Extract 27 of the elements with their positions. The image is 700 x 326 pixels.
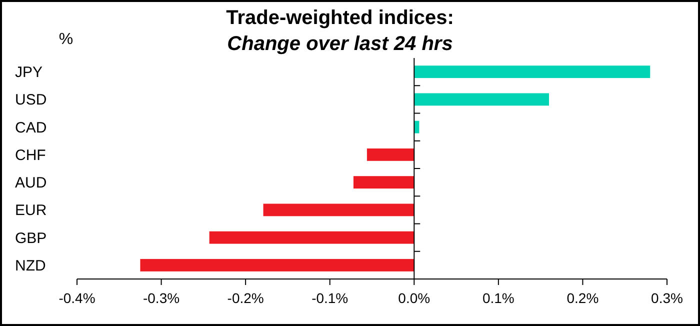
bar (140, 258, 414, 272)
bar (263, 204, 414, 216)
x-tick-label: -0.4% (58, 290, 96, 306)
y-tick-label: AUD (15, 174, 47, 192)
x-tick-label: 0.0% (398, 290, 430, 306)
chart-subtitle: Change over last 24 hrs (227, 33, 453, 55)
x-tick-label: -0.2% (227, 290, 264, 306)
y-axis-title: % (58, 31, 74, 48)
x-tick-label: 0.2% (566, 290, 599, 306)
bar (414, 66, 650, 78)
y-tick-label: USD (15, 92, 47, 109)
bar (414, 120, 420, 134)
y-tick-label: CHF (15, 146, 46, 164)
bar (209, 231, 414, 244)
y-tick-label: CAD (15, 119, 47, 136)
x-tick-label: 0.1% (482, 290, 514, 306)
y-tick-label: EUR (15, 202, 47, 220)
bar (366, 148, 414, 161)
y-tick-label: NZD (15, 257, 46, 274)
bar (414, 93, 549, 106)
x-tick-label: -0.3% (142, 290, 180, 306)
chart-title: Trade-weighted indices: (226, 7, 454, 29)
x-tick-label: 0.3% (651, 290, 683, 306)
y-tick-label: GBP (15, 230, 47, 247)
bar (353, 176, 414, 189)
x-tick-label: -0.1% (312, 290, 348, 306)
y-tick-label: JPY (15, 64, 43, 82)
